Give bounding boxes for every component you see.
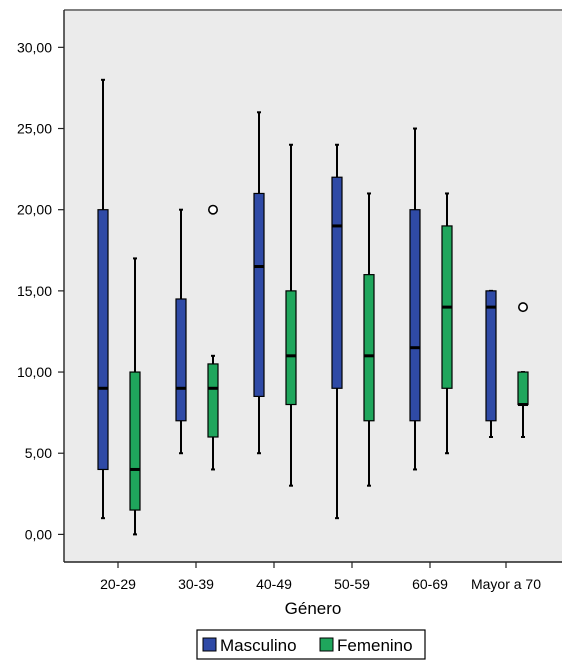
box-iqr <box>331 176 343 389</box>
box-iqr <box>285 290 297 406</box>
box-iqr <box>517 371 529 406</box>
box-iqr <box>129 371 141 511</box>
outlier-point <box>517 302 528 313</box>
x-tick-label: Mayor a 70 <box>471 576 541 592</box>
legend-label-femenino: Femenino <box>337 636 413 655</box>
box-iqr <box>207 363 219 438</box>
x-tick-label: 60-69 <box>412 576 448 592</box>
plot-background <box>64 10 562 562</box>
box-masculino-20-29 <box>97 78 109 520</box>
y-tick-label: 10,00 <box>17 364 52 380</box>
box-iqr <box>363 274 375 422</box>
box-masculino-30-39 <box>175 208 187 455</box>
box-masculino-60-69 <box>409 127 421 471</box>
x-tick-label: 20-29 <box>100 576 136 592</box>
box-masculino-40-49 <box>253 111 265 455</box>
box-femenino-mayor-a-70 <box>517 302 529 438</box>
box-femenino-20-29 <box>129 257 141 536</box>
box-iqr <box>485 290 497 422</box>
y-tick-label: 20,00 <box>17 202 52 218</box>
y-tick-label: 30,00 <box>17 39 52 55</box>
box-iqr <box>175 298 187 422</box>
box-iqr <box>253 192 265 397</box>
box-masculino-50-59 <box>331 143 343 520</box>
y-tick-label: 0,00 <box>25 526 52 542</box>
x-tick-label: 50-59 <box>334 576 370 592</box>
box-femenino-40-49 <box>285 143 297 487</box>
box-series-group <box>97 78 529 536</box>
y-tick-label: 25,00 <box>17 121 52 137</box>
legend-swatch-femenino <box>319 637 334 652</box>
box-femenino-50-59 <box>363 192 375 487</box>
box-masculino-mayor-a-70 <box>485 289 497 438</box>
box-femenino-30-39 <box>207 204 219 471</box>
outlier-point <box>208 204 219 215</box>
x-axis-title: Género <box>285 599 342 618</box>
x-tick-label: 30-39 <box>178 576 214 592</box>
box-iqr <box>97 209 109 471</box>
box-iqr <box>409 209 421 422</box>
box-femenino-60-69 <box>441 192 453 455</box>
legend-swatch-masculino <box>202 637 217 652</box>
x-tick-label: 40-49 <box>256 576 292 592</box>
legend-label-masculino: Masculino <box>220 636 297 655</box>
x-axis-ticks: 20-29 30-39 40-49 50-59 60-69 Mayor a 70 <box>100 562 541 592</box>
legend-frame <box>196 629 426 660</box>
y-tick-label: 15,00 <box>17 283 52 299</box>
y-tick-label: 5,00 <box>25 445 52 461</box>
legend: Masculino Femenino <box>196 629 426 660</box>
y-axis-ticks: 0,00 5,00 10,00 15,00 20,00 25,00 30,00 <box>17 39 64 542</box>
